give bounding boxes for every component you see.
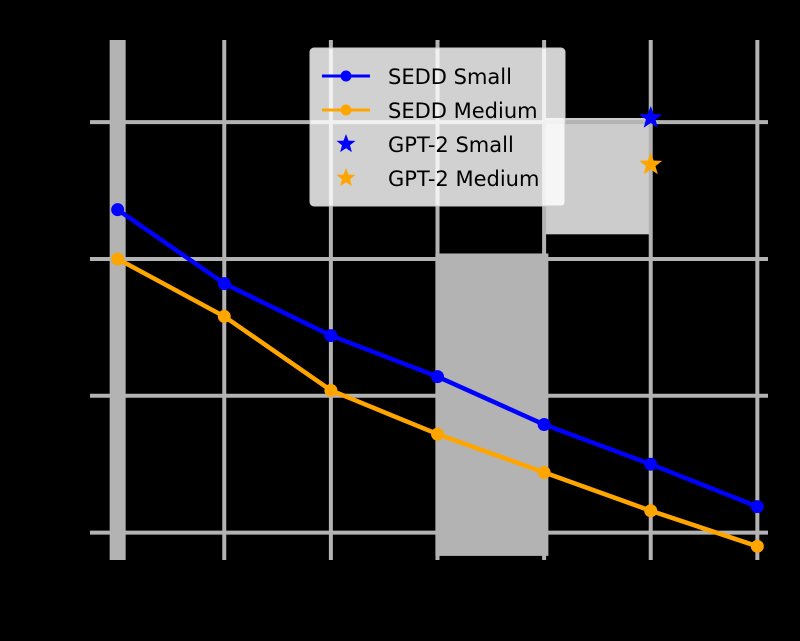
legend-label-gpt2-medium: GPT-2 Medium xyxy=(388,167,539,191)
point-sedd-small-5 xyxy=(644,457,658,471)
y-axis-band xyxy=(109,40,126,560)
shading-layer xyxy=(435,118,651,556)
series-layer xyxy=(111,203,764,553)
point-sedd-small-4 xyxy=(537,418,551,432)
legend-star-gpt2-medium xyxy=(336,168,356,187)
legend-entry-gpt2-small: GPT-2 Small xyxy=(336,133,514,157)
point-sedd-medium-2 xyxy=(324,383,338,397)
legend-entry-gpt2-medium: GPT-2 Medium xyxy=(336,167,539,191)
point-sedd-medium-5 xyxy=(644,504,658,518)
point-sedd-small-2 xyxy=(324,329,338,343)
legend-label-sedd-small: SEDD Small xyxy=(388,65,512,89)
legend-marker-sedd-medium xyxy=(340,104,352,116)
legend-entry-sedd-small: SEDD Small xyxy=(322,65,512,89)
legend-box xyxy=(309,47,566,207)
legend-marker-sedd-small xyxy=(340,70,352,82)
legend: SEDD Small SEDD Medium GPT-2 Small GPT-2… xyxy=(309,47,566,207)
point-sedd-medium-4 xyxy=(537,465,551,479)
point-sedd-medium-3 xyxy=(431,427,444,441)
point-sedd-medium-0 xyxy=(111,252,125,266)
point-sedd-medium-1 xyxy=(217,309,231,323)
legend-label-gpt2-small: GPT-2 Small xyxy=(388,133,514,157)
point-sedd-small-6 xyxy=(750,500,764,514)
legend-label-sedd-medium: SEDD Medium xyxy=(388,99,538,123)
point-gpt-2-medium xyxy=(639,152,663,175)
background-shading-0 xyxy=(435,253,549,556)
legend-entry-sedd-medium: SEDD Medium xyxy=(322,99,538,123)
point-sedd-small-0 xyxy=(111,203,125,217)
point-sedd-medium-6 xyxy=(750,539,764,553)
point-sedd-small-1 xyxy=(217,277,231,291)
points-layer xyxy=(639,106,663,175)
point-gpt-2-small xyxy=(639,106,663,128)
point-sedd-small-3 xyxy=(431,370,444,384)
legend-star-gpt2-small xyxy=(336,134,356,153)
